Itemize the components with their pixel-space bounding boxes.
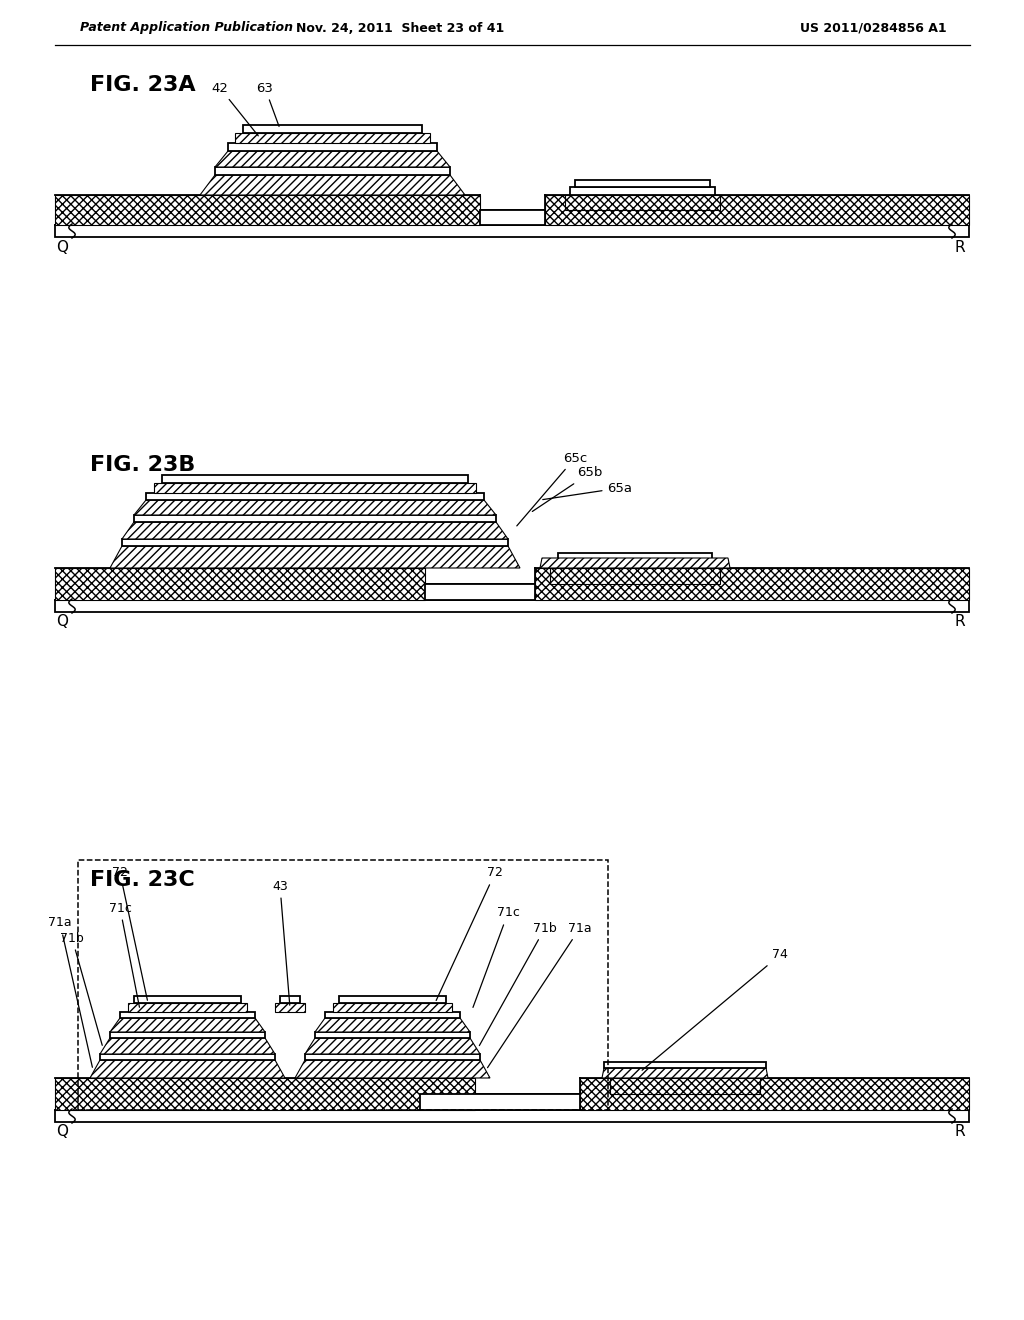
Bar bbox=[315, 1032, 470, 1038]
Text: 71c: 71c bbox=[473, 907, 519, 1007]
Text: 71c: 71c bbox=[109, 902, 139, 1007]
Text: FIG. 23C: FIG. 23C bbox=[90, 870, 195, 890]
Text: Q: Q bbox=[56, 239, 68, 255]
Text: Q: Q bbox=[56, 1125, 68, 1139]
Text: 42: 42 bbox=[212, 82, 258, 136]
Bar bbox=[228, 143, 437, 150]
Bar bbox=[78, 861, 608, 1110]
Bar bbox=[545, 195, 969, 224]
Polygon shape bbox=[602, 1068, 768, 1078]
Polygon shape bbox=[215, 150, 450, 168]
Polygon shape bbox=[305, 1038, 480, 1053]
Text: FIG. 23A: FIG. 23A bbox=[90, 75, 196, 95]
Polygon shape bbox=[295, 1060, 490, 1078]
Bar bbox=[333, 1003, 452, 1012]
Bar bbox=[215, 168, 450, 176]
Polygon shape bbox=[550, 568, 720, 583]
Text: Patent Application Publication: Patent Application Publication bbox=[80, 21, 293, 34]
Text: R: R bbox=[954, 1125, 966, 1139]
Text: 43: 43 bbox=[272, 879, 290, 1006]
Bar bbox=[55, 568, 425, 601]
Text: 65a: 65a bbox=[543, 482, 633, 499]
Polygon shape bbox=[565, 195, 720, 210]
Polygon shape bbox=[90, 1060, 285, 1078]
Bar bbox=[55, 224, 969, 238]
Polygon shape bbox=[110, 1018, 265, 1032]
Bar bbox=[55, 601, 969, 612]
Bar bbox=[622, 1065, 748, 1071]
Bar bbox=[615, 1071, 755, 1078]
Bar bbox=[110, 1032, 265, 1038]
Text: Q: Q bbox=[56, 615, 68, 630]
Bar bbox=[575, 180, 710, 187]
Bar bbox=[558, 553, 712, 560]
Bar bbox=[55, 195, 480, 224]
Polygon shape bbox=[315, 1018, 470, 1032]
Text: 72: 72 bbox=[112, 866, 147, 1001]
Bar bbox=[425, 583, 535, 601]
Bar bbox=[122, 539, 508, 546]
Polygon shape bbox=[100, 1038, 275, 1053]
Text: Nov. 24, 2011  Sheet 23 of 41: Nov. 24, 2011 Sheet 23 of 41 bbox=[296, 21, 504, 34]
Bar bbox=[555, 560, 715, 568]
Text: 71b: 71b bbox=[479, 921, 557, 1045]
Bar bbox=[305, 1053, 480, 1060]
Bar bbox=[120, 1012, 255, 1018]
Bar bbox=[570, 187, 715, 195]
Text: 63: 63 bbox=[257, 82, 280, 127]
Bar bbox=[162, 475, 468, 483]
Text: 74: 74 bbox=[642, 949, 787, 1071]
Text: 71a: 71a bbox=[48, 916, 92, 1068]
Bar bbox=[280, 997, 300, 1003]
Bar bbox=[55, 1110, 969, 1122]
Polygon shape bbox=[540, 558, 730, 568]
Polygon shape bbox=[200, 176, 465, 195]
Bar bbox=[134, 997, 241, 1003]
Text: 72: 72 bbox=[436, 866, 503, 1001]
Bar bbox=[480, 210, 545, 224]
Bar bbox=[325, 1012, 460, 1018]
Bar bbox=[604, 1063, 766, 1068]
Bar bbox=[580, 1078, 969, 1110]
Bar bbox=[100, 1053, 275, 1060]
Bar bbox=[146, 492, 484, 500]
Bar bbox=[55, 1078, 475, 1110]
Text: 65c: 65c bbox=[517, 451, 587, 525]
Bar bbox=[243, 125, 422, 133]
Text: R: R bbox=[954, 615, 966, 630]
Text: 71b: 71b bbox=[60, 932, 102, 1045]
Bar bbox=[339, 997, 446, 1003]
Bar bbox=[535, 568, 969, 601]
Bar bbox=[154, 483, 476, 492]
Text: R: R bbox=[954, 239, 966, 255]
Bar bbox=[134, 515, 496, 521]
Bar bbox=[128, 1003, 247, 1012]
Polygon shape bbox=[122, 521, 508, 539]
Polygon shape bbox=[134, 500, 496, 515]
Text: 65b: 65b bbox=[532, 466, 603, 511]
Polygon shape bbox=[610, 1078, 760, 1094]
Bar bbox=[234, 133, 430, 143]
Text: FIG. 23B: FIG. 23B bbox=[90, 455, 196, 475]
Text: US 2011/0284856 A1: US 2011/0284856 A1 bbox=[800, 21, 946, 34]
Bar bbox=[275, 1003, 305, 1012]
Bar bbox=[420, 1094, 580, 1110]
Text: 71a: 71a bbox=[487, 921, 592, 1068]
Polygon shape bbox=[110, 546, 520, 568]
